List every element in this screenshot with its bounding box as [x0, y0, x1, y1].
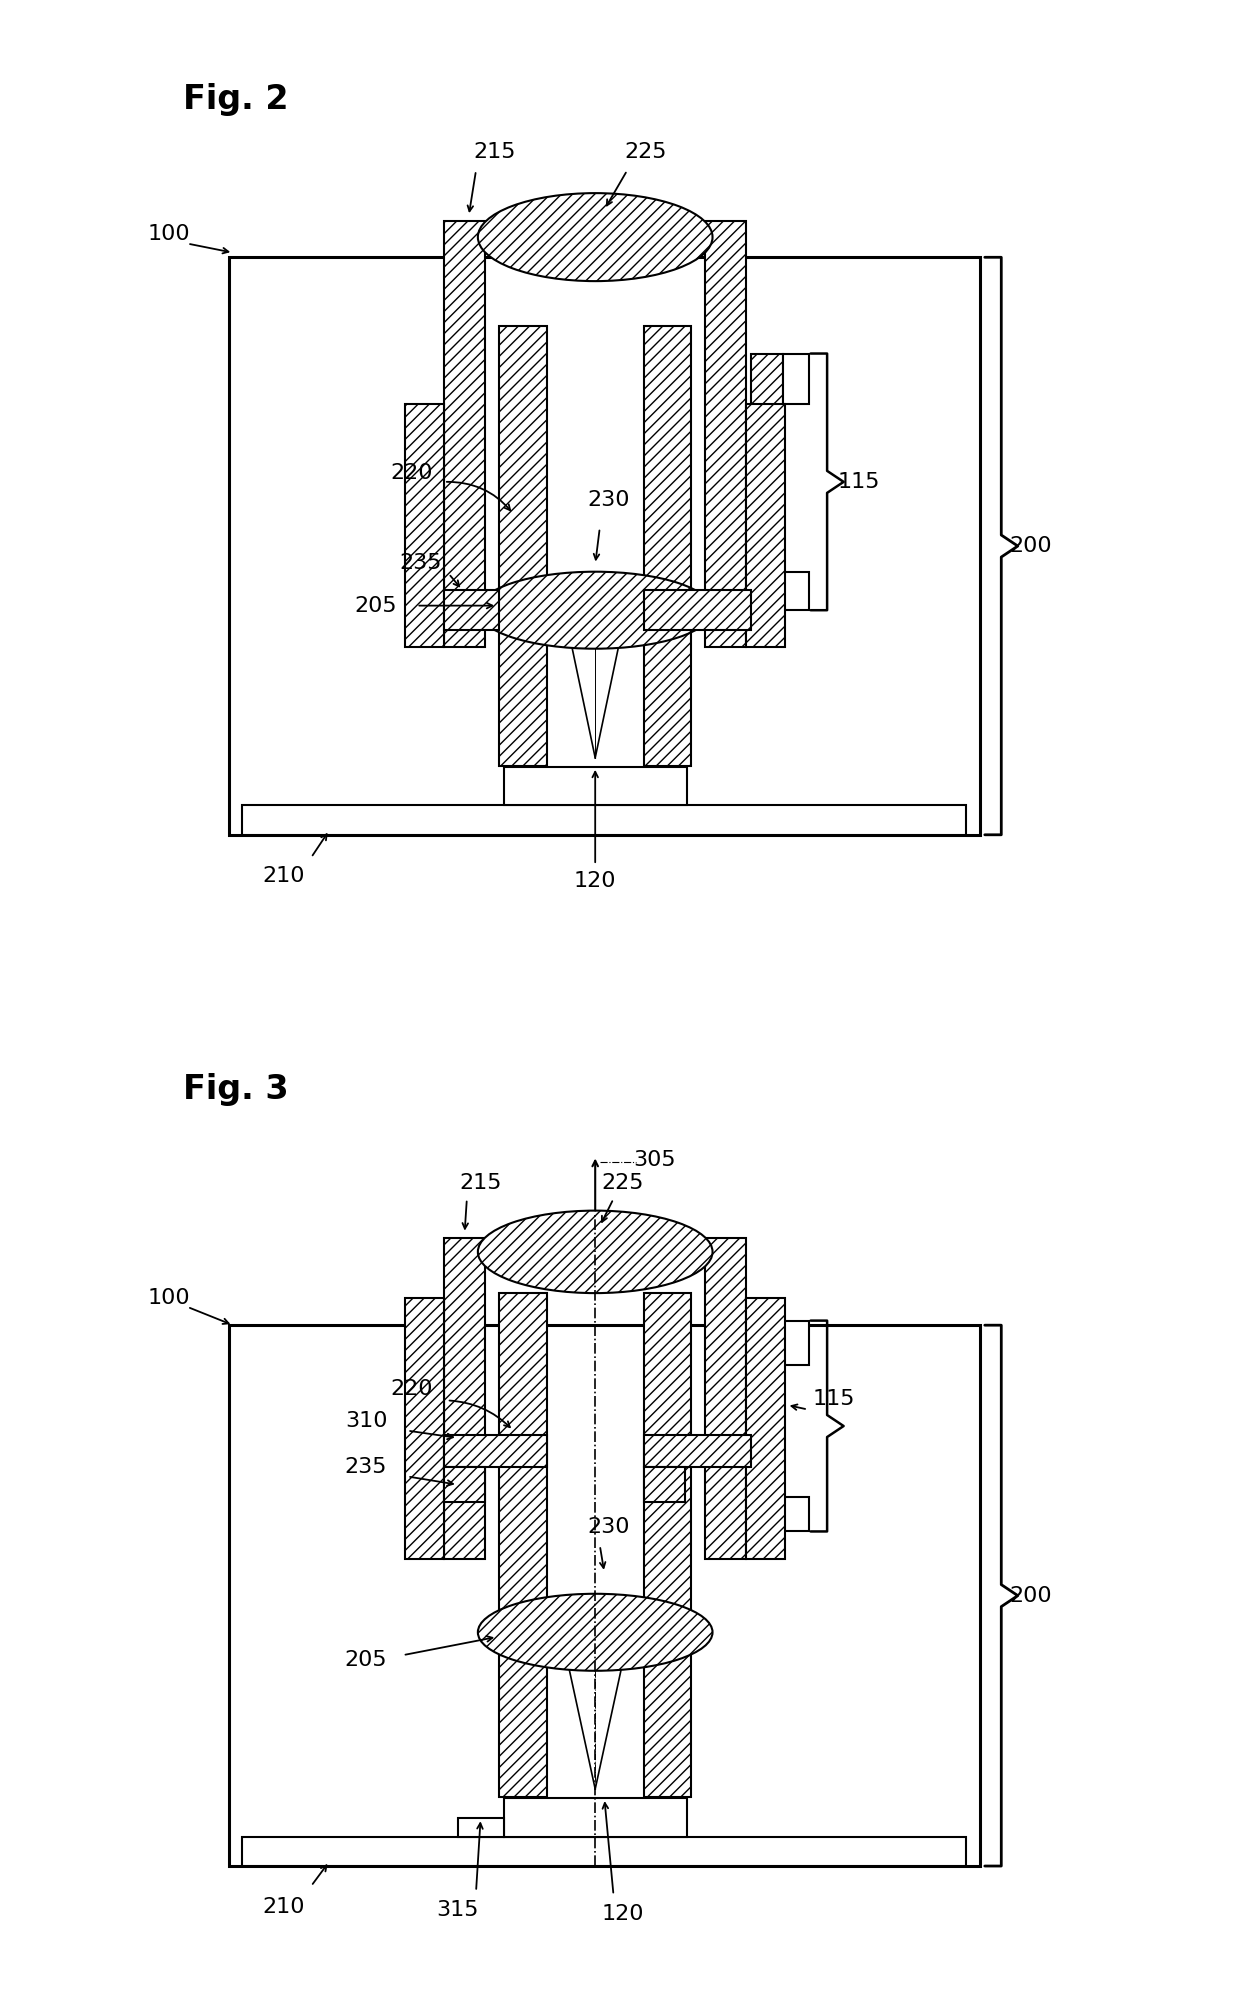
Text: 215: 215: [474, 142, 516, 163]
Text: 115: 115: [812, 1389, 854, 1409]
Text: 220: 220: [391, 464, 433, 484]
Bar: [498, 221, 547, 253]
Bar: [751, 1321, 784, 1531]
Bar: [706, 221, 746, 646]
Bar: [644, 325, 692, 767]
Bar: [444, 221, 485, 646]
Text: 200: 200: [1009, 1586, 1052, 1606]
Ellipse shape: [477, 193, 713, 281]
Bar: [498, 325, 547, 767]
Bar: [405, 1299, 444, 1559]
Bar: [784, 572, 808, 610]
Text: 205: 205: [353, 596, 397, 616]
Text: Fig. 2: Fig. 2: [182, 82, 288, 116]
Bar: [644, 221, 692, 253]
Text: 100: 100: [148, 225, 190, 245]
Bar: [498, 1238, 547, 1268]
Bar: [706, 1238, 746, 1559]
Text: Fig. 3: Fig. 3: [182, 1074, 289, 1106]
Bar: [746, 403, 785, 646]
Bar: [644, 1238, 692, 1268]
Bar: [444, 1238, 485, 1559]
Text: 210: 210: [263, 867, 305, 885]
Text: 235: 235: [399, 552, 443, 572]
Bar: [498, 1293, 547, 1798]
Bar: [784, 1497, 808, 1531]
Ellipse shape: [477, 1210, 713, 1293]
Text: 220: 220: [391, 1379, 433, 1399]
Bar: [444, 590, 498, 630]
Text: 225: 225: [625, 142, 667, 163]
Text: 230: 230: [588, 1517, 630, 1537]
Bar: [644, 1435, 751, 1467]
Text: 305: 305: [634, 1150, 676, 1170]
Text: 210: 210: [263, 1897, 305, 1917]
Text: 230: 230: [588, 490, 630, 510]
Text: 215: 215: [459, 1174, 502, 1192]
Text: 200: 200: [1009, 536, 1052, 556]
Bar: [503, 767, 687, 805]
Bar: [242, 805, 966, 835]
Text: 120: 120: [574, 871, 616, 891]
Bar: [444, 1467, 485, 1501]
Bar: [444, 1435, 547, 1467]
Bar: [644, 590, 751, 630]
Bar: [458, 1818, 503, 1836]
Text: 235: 235: [345, 1457, 387, 1477]
Bar: [242, 1836, 966, 1867]
Bar: [405, 403, 444, 646]
Ellipse shape: [477, 572, 713, 648]
Text: 115: 115: [838, 472, 880, 492]
Text: 205: 205: [345, 1650, 387, 1670]
Text: 310: 310: [345, 1411, 387, 1431]
Bar: [746, 1299, 785, 1559]
Bar: [644, 1467, 684, 1501]
Text: 120: 120: [601, 1905, 644, 1923]
Ellipse shape: [477, 1594, 713, 1670]
Text: 225: 225: [601, 1174, 644, 1192]
Bar: [503, 1798, 687, 1836]
Bar: [784, 1321, 808, 1365]
Text: 315: 315: [436, 1901, 479, 1921]
Bar: [228, 257, 980, 835]
Bar: [228, 1325, 980, 1867]
Bar: [784, 353, 808, 403]
Bar: [644, 1293, 692, 1798]
Text: 100: 100: [148, 1288, 190, 1309]
Bar: [751, 353, 784, 610]
